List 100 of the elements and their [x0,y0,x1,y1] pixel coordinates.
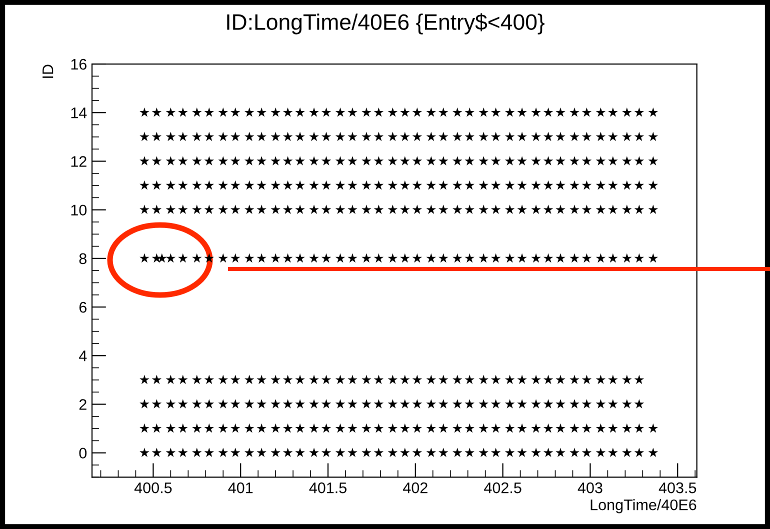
point [556,448,566,458]
point [256,423,266,433]
point [192,374,202,384]
point [388,253,398,263]
point [478,399,488,408]
point [570,107,580,117]
point [192,107,202,117]
point [230,107,240,117]
point [490,253,501,263]
point [140,107,150,117]
point [452,448,462,458]
point [622,374,632,384]
point [517,156,527,166]
point [452,399,462,408]
point [270,204,280,214]
point [178,423,188,433]
point [634,374,644,384]
point [282,107,293,117]
point [362,204,372,214]
point [295,132,305,142]
point [256,107,266,117]
point [321,374,332,384]
point [556,253,566,263]
point [478,156,488,166]
point [204,107,214,117]
point [608,399,618,408]
point [556,156,566,166]
point [152,156,162,166]
point [582,253,592,263]
point [374,107,384,117]
point [388,448,398,458]
point [309,374,319,384]
point [178,180,188,190]
point [321,107,332,117]
point [295,423,305,433]
point [531,423,541,433]
point [321,180,332,190]
point [321,204,332,214]
y-tick-label: 2 [79,399,86,410]
point [400,448,410,458]
point [556,107,566,117]
point [166,107,176,117]
point [362,399,372,408]
point [166,423,176,433]
point [556,399,566,408]
point [464,253,474,263]
point [335,253,346,263]
point [321,399,332,408]
point [270,132,280,142]
point [517,399,527,408]
point [412,204,422,214]
point [596,374,606,384]
point [218,180,228,190]
point [140,448,150,458]
point [426,204,436,214]
point [582,399,592,408]
point [622,253,632,263]
point [438,399,448,408]
point [335,448,346,458]
point [256,399,266,408]
point [622,156,632,166]
point [166,374,176,384]
point [556,374,566,384]
point [348,374,358,384]
point [348,180,358,190]
point [166,448,176,458]
point [192,156,202,166]
x-axis-title: LongTime/40E6 [590,499,696,514]
point [244,204,254,214]
point [374,374,384,384]
point [608,448,618,458]
point [608,180,618,190]
point [570,180,580,190]
point [648,253,658,263]
point [192,132,202,142]
point [478,204,488,214]
y-tick-label: 14 [71,108,87,118]
point [438,204,448,214]
point [634,448,644,458]
point [622,107,632,117]
point [218,399,228,408]
point [218,156,228,166]
point [543,132,554,142]
point [230,180,240,190]
point [504,204,515,214]
point [152,423,162,433]
point [178,399,188,408]
point [282,253,293,263]
point [282,399,293,408]
point [348,204,358,214]
point [648,132,658,142]
point [309,156,319,166]
point [504,448,515,458]
point [464,204,474,214]
point [464,399,474,408]
point [178,132,188,142]
point [295,374,305,384]
point [295,253,305,263]
point [438,132,448,142]
point [400,399,410,408]
